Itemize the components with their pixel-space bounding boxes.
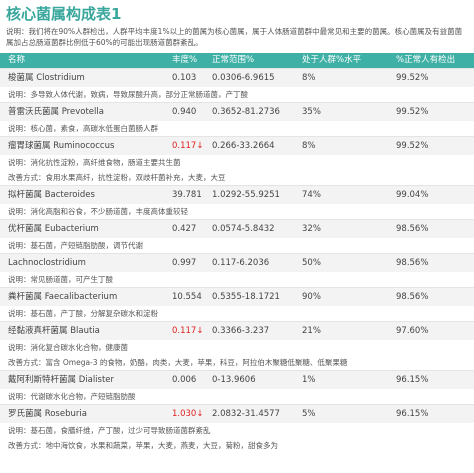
cell-abundance: 0.940 xyxy=(172,107,197,117)
cell-range: 0.266-33.2664 xyxy=(212,141,275,151)
cell-abundance: 0.117↓ xyxy=(172,141,204,151)
table-row: 瘤胃球菌属 Ruminococcus 0.117↓ 0.266-33.2664 8% 9… xyxy=(0,136,474,155)
cell-name: 罗氏菌属 Roseburia xyxy=(8,409,87,419)
row-note: 说明：常见肠道菌，可产生丁酸 xyxy=(8,275,113,284)
cell-abundance: 0.427 xyxy=(172,224,197,234)
cell-level: 1% xyxy=(302,375,316,385)
cell-name: 优杆菌属 Eubacterium xyxy=(8,224,99,234)
table-row: 拟杆菌属 Bacteroides 39.781 1.0292-55.9251 74% 9… xyxy=(0,185,474,204)
cell-name: 拟杆菌属 Bacteroides xyxy=(8,190,95,200)
cell-abundance: 10.554 xyxy=(172,292,202,302)
cell-detected: 97.60% xyxy=(396,326,429,336)
cell-range: 0.3652-81.2736 xyxy=(212,107,280,117)
cell-name: 瘤胃球菌属 Ruminococcus xyxy=(8,141,115,151)
table-row: 经黏液真杆菌属 Blautia 0.117↓ 0.3366-3.237 21% 97.6… xyxy=(0,321,474,340)
table-row: Lachnoclostridium 0.997 0.117-6.2036 50% 98.… xyxy=(0,253,474,272)
cell-detected: 99.52% xyxy=(396,141,429,151)
cell-level: 8% xyxy=(302,141,316,151)
cell-level: 35% xyxy=(302,107,321,117)
row-note: 说明：核心菌，素食，高碳水低蛋白菌肠人群 xyxy=(8,124,158,133)
column-header: %正常人有检出 xyxy=(396,55,456,65)
title: 核心菌属构成表1 xyxy=(6,5,122,23)
cell-level: 5% xyxy=(302,409,316,419)
cell-range: 0.117-6.2036 xyxy=(212,258,270,268)
table-row: 优杆菌属 Eubacterium 0.427 0.0574-5.8432 32% 98.… xyxy=(0,219,474,238)
column-header: 丰度% xyxy=(172,55,198,65)
cell-detected: 99.04% xyxy=(396,190,429,200)
table-row: 戴阿利斯特杆菌属 Dialister 0.006 0-13.9606 1% 96.15% xyxy=(0,370,474,389)
table-body: 梭菌属 Clostridium 0.103 0.0306-6.9615 8% 99.52… xyxy=(0,68,474,453)
row-note: 说明：消化抗性淀粉，高纤维食物，肠道主要共生菌 xyxy=(8,158,181,167)
cell-level: 21% xyxy=(302,326,321,336)
cell-level: 74% xyxy=(302,190,321,200)
cell-name: 戴阿利斯特杆菌属 Dialister xyxy=(8,375,115,385)
row-note: 改善方式：食用水果高纤，抗性淀粉，双歧杆菌补充，大麦，大豆 xyxy=(8,173,226,182)
table-row: 普雷沃氏菌属 Prevotella 0.940 0.3652-81.2736 35% 9… xyxy=(0,102,474,121)
column-header: 处于人群%水平 xyxy=(302,55,362,65)
cell-detected: 99.52% xyxy=(396,107,429,117)
row-note: 说明：消化复合碳水化合物，健康菌 xyxy=(8,343,128,352)
cell-range: 0.0574-5.8432 xyxy=(212,224,275,234)
row-note: 说明：基石菌，产短链脂肪酸，调节代谢 xyxy=(8,241,143,250)
cell-name: 粪杆菌属 Faecalibacterium xyxy=(8,292,118,302)
table-row: 粪杆菌属 Faecalibacterium 10.554 0.5355-18.172… xyxy=(0,287,474,306)
cell-detected: 98.56% xyxy=(396,258,429,268)
table-row: 梭菌属 Clostridium 0.103 0.0306-6.9615 8% 99.52… xyxy=(0,68,474,87)
cell-range: 0.3366-3.237 xyxy=(212,326,270,336)
cell-abundance: 0.103 xyxy=(172,73,197,83)
cell-abundance: 0.006 xyxy=(172,375,197,385)
cell-range: 0-13.9606 xyxy=(212,375,256,385)
cell-abundance: 1.030↓ xyxy=(172,409,204,419)
cell-level: 32% xyxy=(302,224,321,234)
cell-level: 50% xyxy=(302,258,321,268)
row-note: 说明：多导致人体代谢，致病，导致尿酸升高，部分正常肠道菌，产丁酸 xyxy=(8,90,248,99)
cell-range: 2.0832-31.4577 xyxy=(212,409,280,419)
cell-name: Lachnoclostridium xyxy=(8,258,86,268)
cell-detected: 98.56% xyxy=(396,292,429,302)
cell-range: 0.5355-18.1721 xyxy=(212,292,280,302)
cell-detected: 98.56% xyxy=(396,224,429,234)
cell-detected: 96.15% xyxy=(396,375,429,385)
table-row: 罗氏菌属 Roseburia 1.030↓ 2.0832-31.4577 5% 96.1… xyxy=(0,404,474,423)
cell-abundance: 0.117↓ xyxy=(172,326,204,336)
cell-detected: 96.15% xyxy=(396,409,429,419)
cell-name: 普雷沃氏菌属 Prevotella xyxy=(8,107,104,117)
cell-range: 0.0306-6.9615 xyxy=(212,73,275,83)
cell-name: 经黏液真杆菌属 Blautia xyxy=(8,326,100,336)
table-header: 名称 丰度% 正常范围% 处于人群%水平 %正常人有检出 xyxy=(0,53,474,68)
row-note: 说明：基石菌，产丁酸，分解复杂碳水和淀粉 xyxy=(8,309,158,318)
row-note: 说明：代谢碳水化合物，产短链脂肪酸 xyxy=(8,392,136,401)
row-note: 说明：消化高脂和谷食，不少肠道菌，丰度高体重较轻 xyxy=(8,207,188,216)
column-header: 名称 xyxy=(8,55,26,65)
cell-level: 8% xyxy=(302,73,316,83)
cell-range: 1.0292-55.9251 xyxy=(212,190,280,200)
row-note: 说明：基石菌，食膳纤维，产丁酸，过少可导致肠道菌群紊乱 xyxy=(8,426,211,435)
cell-abundance: 39.781 xyxy=(172,190,202,200)
cell-detected: 99.52% xyxy=(396,73,429,83)
description: 说明：我们将在90%人群检出，人群平均丰度1%以上的菌属为核心菌属，属于人体肠道… xyxy=(6,27,463,47)
cell-level: 90% xyxy=(302,292,321,302)
cell-abundance: 0.997 xyxy=(172,258,197,268)
cell-name: 梭菌属 Clostridium xyxy=(8,73,85,83)
column-header: 正常范围% xyxy=(212,55,255,65)
row-note: 改善方式：富含 Omega-3 的食物，奶酪，肉类，大麦，苹果，科豆，阿拉伯木聚… xyxy=(8,358,348,367)
row-note: 改善方式：地中海饮食，水果和蔬菜，苹果，大麦，燕麦，大豆，菊粉，甜食多为 xyxy=(8,441,278,450)
